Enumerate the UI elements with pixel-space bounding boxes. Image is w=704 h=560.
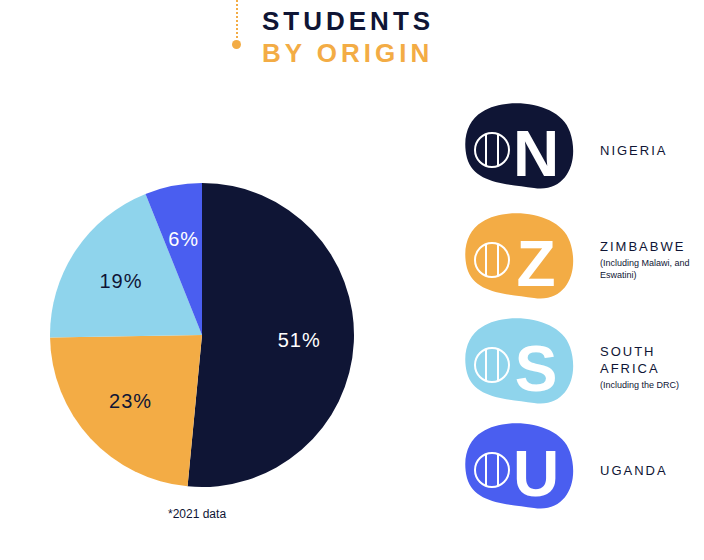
html-text:ZIMBABWE: ZIMBABWE — [600, 239, 686, 254]
svg-text:U: U — [513, 438, 559, 510]
html-text:*2021 data: *2021 data — [168, 507, 227, 521]
svg-text:N: N — [513, 118, 559, 190]
html-text:NIGERIA: NIGERIA — [600, 143, 668, 158]
html-text:(Including Malawi, and Eswatin: (Including Malawi, and Eswatini) — [600, 258, 690, 280]
html-text:STUDENTS: STUDENTS — [262, 6, 435, 36]
html-text:BY ORIGIN: BY ORIGIN — [262, 38, 434, 68]
svg-text:23%: 23% — [109, 390, 152, 412]
svg-text:19%: 19% — [99, 270, 142, 292]
svg-text:Z: Z — [516, 228, 555, 300]
svg-text:S: S — [515, 333, 558, 405]
html-text:(Including the DRC): (Including the DRC) — [600, 380, 679, 390]
html-text:UGANDA: UGANDA — [600, 463, 668, 478]
svg-text:51%: 51% — [278, 329, 321, 351]
svg-text:6%: 6% — [168, 228, 199, 250]
html-text:SOUTH AFRICA: SOUTH AFRICA — [600, 344, 660, 376]
